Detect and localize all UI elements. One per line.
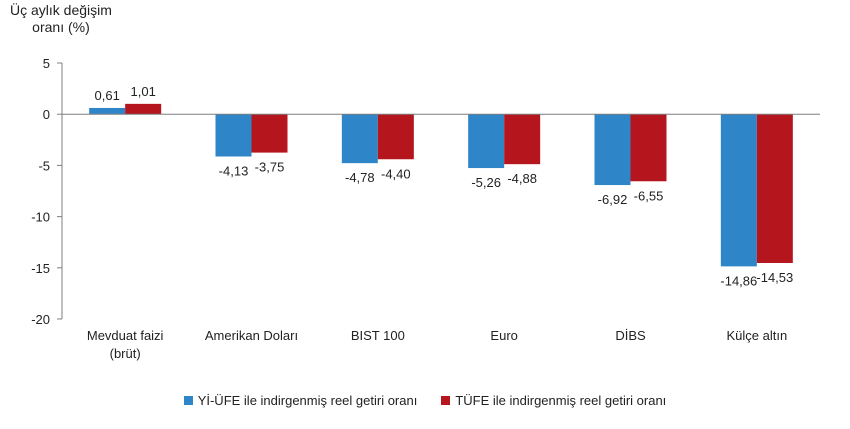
y-tick-label: -5 <box>38 158 50 173</box>
data-label: -6,55 <box>634 188 664 203</box>
bar-yiufe <box>468 114 505 169</box>
category-label: Mevduat faizi <box>87 328 164 343</box>
legend-item-tufe: TÜFE ile indirgenmiş reel getiri oranı <box>441 393 666 408</box>
bar-tufe <box>377 114 414 160</box>
category-label: Euro <box>490 328 517 343</box>
category-label: Külçe altın <box>726 328 787 343</box>
bar-tufe <box>756 114 793 263</box>
legend-swatch-tufe <box>441 396 451 405</box>
bar-tufe <box>251 114 288 153</box>
data-label: -4,88 <box>507 171 537 186</box>
bar-tufe <box>125 103 162 115</box>
legend-label-tufe: TÜFE ile indirgenmiş reel getiri oranı <box>455 393 667 408</box>
data-label: -5,26 <box>471 175 501 190</box>
data-label: -14,53 <box>756 270 793 285</box>
data-label: -4,78 <box>345 170 375 185</box>
data-label: -4,13 <box>219 163 249 178</box>
y-axis-title-line1: Üç aylık değişim <box>10 2 112 18</box>
bar-tufe <box>504 114 541 165</box>
data-label: 1,01 <box>131 84 156 99</box>
y-tick-label: -10 <box>31 210 50 225</box>
bar-tufe <box>630 114 667 182</box>
bar-chart: 5 0 -5 -10 -15 -20 0,61 -4,13 -4,78 -5,26 -6,92 -14… <box>31 56 820 361</box>
legend-label-yiufe: Yİ-ÜFE ile indirgenmiş reel getiri oranı <box>197 393 418 408</box>
bar-yiufe <box>341 114 378 164</box>
y-tick-label: -15 <box>31 261 50 276</box>
data-label: -3,75 <box>255 160 285 175</box>
category-label: DİBS <box>615 328 646 343</box>
data-label: 0,61 <box>95 88 120 103</box>
legend-swatch-yiufe <box>183 396 193 405</box>
bar-yiufe <box>720 114 757 267</box>
y-axis-title-line2: oranı (%) <box>32 19 90 35</box>
y-axis-title: Üç aylık değişim oranı (%) <box>10 2 112 36</box>
legend-item-yiufe: Yİ-ÜFE ile indirgenmiş reel getiri oranı <box>183 393 418 408</box>
category-label: BIST 100 <box>351 328 405 343</box>
data-label: -4,40 <box>381 166 411 181</box>
y-tick-label: 5 <box>43 56 50 71</box>
category-label: (brüt) <box>110 346 141 361</box>
legend: Yİ-ÜFE ile indirgenmiş reel getiri oranı… <box>0 393 850 408</box>
bar-yiufe <box>89 107 126 115</box>
bar-yiufe <box>594 114 631 186</box>
category-label: Amerikan Doları <box>205 328 298 343</box>
data-label: -6,92 <box>598 192 628 207</box>
data-label: -14,86 <box>720 273 757 288</box>
y-tick-label: -20 <box>31 312 50 327</box>
y-tick-label: 0 <box>43 107 50 122</box>
bar-yiufe <box>215 114 252 157</box>
